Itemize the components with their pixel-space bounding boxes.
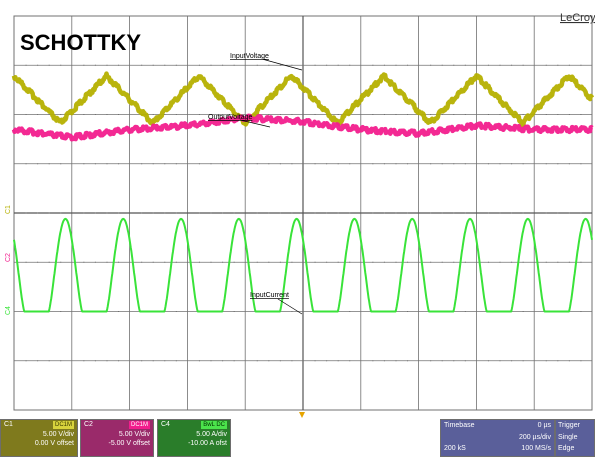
trace-outputvoltage xyxy=(11,113,594,142)
trigger-descriptor[interactable]: Trigger Single Edge xyxy=(555,419,595,457)
oscilloscope-display: SCHOTTKY LeCroy InputVoltage OutputVolta… xyxy=(0,0,595,420)
timebase-rate: 100 MS/s xyxy=(521,445,551,452)
channel-c2-coupling: DC1M xyxy=(128,421,150,429)
trace-inputcurrent xyxy=(13,217,593,313)
timebase-samples: 200 kS xyxy=(444,445,466,452)
channel-c1-coupling: DC1M xyxy=(52,421,74,429)
trigger-type: Edge xyxy=(558,445,575,452)
timebase-delay: 0 µs xyxy=(537,422,551,429)
channel-c4-coupling: BwL DC xyxy=(201,421,227,429)
channel-c1-descriptor[interactable]: C1 DC1M 5.00 V/div 0.00 V offset xyxy=(0,419,78,457)
channel-marker-c4: C4 xyxy=(5,306,12,315)
graticule xyxy=(13,15,593,411)
timebase-per-div: 200 µs/div xyxy=(518,434,551,441)
channel-c4-label: C4 xyxy=(161,421,170,428)
traces xyxy=(11,71,595,313)
channel-c2-descriptor[interactable]: C2 DC1M 5.00 V/div -5.00 V offset xyxy=(80,419,154,457)
annotation-output-voltage: OutputVoltage xyxy=(208,114,252,121)
channel-c2-scale: 5.00 V/div xyxy=(118,431,150,438)
annotation-input-voltage-leader xyxy=(261,58,303,71)
trigger-label: Trigger xyxy=(558,422,580,429)
timebase-label: Timebase xyxy=(444,422,475,429)
channel-c4-scale: 5.00 A/div xyxy=(196,431,227,438)
channel-marker-c1: C1 xyxy=(5,205,12,214)
channel-c2-label: C2 xyxy=(84,421,93,428)
channel-c4-descriptor[interactable]: C4 BwL DC 5.00 A/div -10.00 A ofst xyxy=(157,419,231,457)
channel-c1-offset: 0.00 V offset xyxy=(34,440,74,447)
brand-logo: LeCroy xyxy=(560,12,595,24)
display-background xyxy=(0,0,595,420)
trigger-position-icon xyxy=(299,412,305,418)
annotation-input-current-leader xyxy=(277,298,303,315)
scope-title: SCHOTTKY xyxy=(20,30,141,55)
annotation-input-voltage: InputVoltage xyxy=(230,53,269,60)
channel-c1-scale: 5.00 V/div xyxy=(42,431,74,438)
channel-c2-offset: -5.00 V offset xyxy=(108,440,150,447)
channel-marker-c2: C2 xyxy=(5,253,12,262)
annotation-output-voltage-leader xyxy=(239,119,271,128)
timebase-descriptor[interactable]: Timebase 0 µs 200 µs/div 200 kS 100 MS/s xyxy=(440,419,555,457)
channel-c1-label: C1 xyxy=(4,421,13,428)
annotation-input-current: InputCurrent xyxy=(250,292,289,299)
trace-inputvoltage xyxy=(11,71,595,128)
channel-c4-offset: -10.00 A ofst xyxy=(188,440,227,447)
trigger-mode: Single xyxy=(558,434,578,441)
